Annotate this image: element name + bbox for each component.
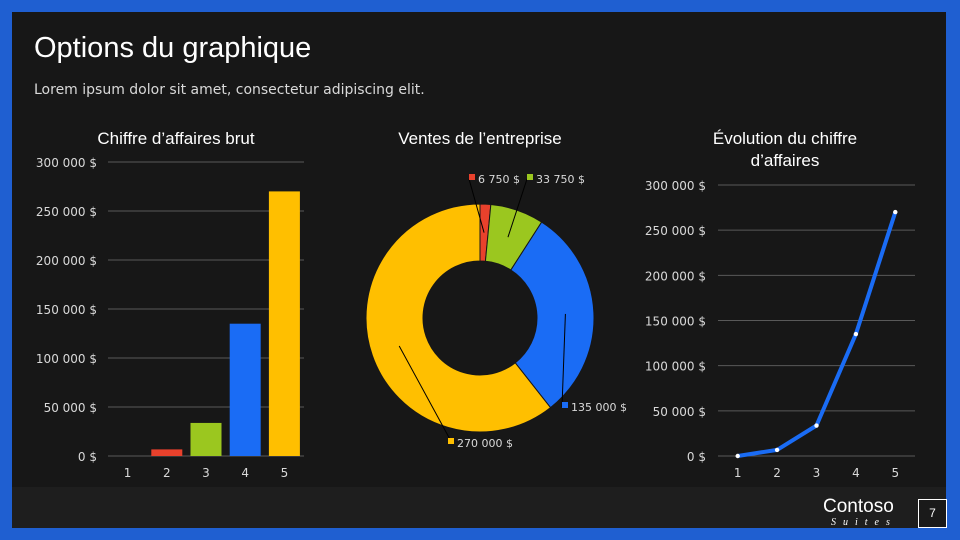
donut-chart-data-label: 270 000 $ [457, 437, 513, 450]
contoso-logo: Contoso [823, 496, 894, 517]
donut-chart-label-key [469, 174, 475, 180]
bar-chart-y-tick-label: 50 000 $ [44, 401, 97, 415]
slide-subtitle: Lorem ipsum dolor sit amet, consectetur … [34, 82, 425, 98]
bar-chart-bar [268, 191, 300, 456]
line-chart-gridlines [718, 184, 915, 457]
bar-chart-bar [151, 449, 183, 456]
bar-chart-y-tick-label: 100 000 $ [36, 352, 97, 366]
line-chart-y-tick-label: 50 000 $ [653, 405, 706, 419]
bar-chart-x-tick-label: 3 [202, 466, 210, 480]
line-chart-point [893, 209, 898, 215]
page-number: 7 [918, 499, 947, 528]
bar-chart-x-tick-label: 5 [281, 466, 289, 480]
bar-chart-y-axis: 0 $ 50 000 $ 100 000 $ 150 000 $ 200 000 $ 25… [36, 156, 97, 464]
line-chart-point [853, 331, 859, 337]
line-chart-x-tick-label: 1 [734, 466, 742, 480]
bar-chart-y-tick-label: 300 000 $ [36, 156, 97, 170]
bar-chart-title: Chiffre d’affaires brut [97, 129, 254, 148]
line-chart-x-tick-label: 3 [813, 466, 821, 480]
line-chart-y-axis: 0 $ 50 000 $ 100 000 $ 150 000 $ 200 000 $ 25… [645, 179, 706, 464]
line-chart-line [737, 211, 898, 458]
donut-chart-leader-line [507, 178, 528, 238]
line-chart-point [735, 453, 740, 459]
line-chart-y-tick-label: 150 000 $ [645, 315, 706, 329]
line-chart-y-tick-label: 300 000 $ [645, 179, 706, 193]
contoso-logo-suffix: Suites [831, 517, 897, 528]
donut-chart-slice [510, 221, 595, 409]
donut-chart-title: Ventes de l’entreprise [398, 129, 562, 148]
slide-footer-band [12, 487, 946, 528]
line-chart-y-tick-label: 200 000 $ [645, 269, 706, 283]
donut-chart-leader-line [468, 178, 485, 233]
donut-chart: Ventes de l’entreprise 6 750 $ 33 750 $ 13… [365, 129, 627, 450]
line-chart-x-axis: 1 2 3 4 5 [734, 466, 899, 480]
line-chart-x-tick-label: 5 [891, 466, 899, 480]
line-chart-x-tick-label: 2 [773, 466, 781, 480]
bar-chart-bar [229, 323, 261, 456]
bar-chart-x-tick-label: 2 [163, 466, 171, 480]
line-chart-title-line-2: d’affaires [751, 151, 820, 170]
bar-chart-y-tick-label: 200 000 $ [36, 254, 97, 268]
line-chart-series [735, 209, 898, 459]
line-chart-y-tick-label: 0 $ [687, 450, 706, 464]
line-chart-y-tick-label: 100 000 $ [645, 360, 706, 374]
bar-chart-y-tick-label: 250 000 $ [36, 205, 97, 219]
bar-chart-x-tick-label: 1 [124, 466, 132, 480]
slide-title: Options du graphique [34, 32, 312, 64]
bar-chart-x-axis: 1 2 3 4 5 [124, 466, 288, 480]
line-chart-point [814, 423, 819, 428]
line-chart-title-line-1: Évolution du chiffre [713, 129, 857, 148]
bar-chart: Chiffre d’affaires brut 0 $ 50 000 $ 100 0… [36, 129, 304, 480]
donut-chart-data-label: 135 000 $ [571, 401, 627, 414]
donut-chart-data-label: 33 750 $ [536, 173, 585, 186]
donut-chart-leader-line [561, 313, 566, 408]
donut-chart-data-label: 6 750 $ [478, 173, 520, 186]
donut-chart-slices [365, 203, 595, 433]
donut-chart-leader-line [398, 345, 453, 444]
line-chart: Évolution du chiffre d’affaires 0 $ 50 00… [645, 129, 915, 480]
donut-chart-label-key [562, 402, 568, 408]
donut-chart-label-key [448, 438, 454, 444]
line-chart-y-tick-label: 250 000 $ [645, 224, 706, 238]
donut-chart-data-labels: 6 750 $ 33 750 $ 135 000 $ 270 000 $ [398, 173, 627, 450]
bar-chart-y-tick-label: 150 000 $ [36, 303, 97, 317]
bar-chart-bar [190, 422, 222, 456]
line-chart-point [774, 447, 780, 453]
bar-chart-bars [151, 191, 300, 456]
line-chart-x-tick-label: 4 [852, 466, 860, 480]
donut-chart-slice [365, 203, 552, 433]
bar-chart-y-tick-label: 0 $ [78, 450, 97, 464]
donut-chart-label-key [527, 174, 533, 180]
bar-chart-x-tick-label: 4 [241, 466, 249, 480]
